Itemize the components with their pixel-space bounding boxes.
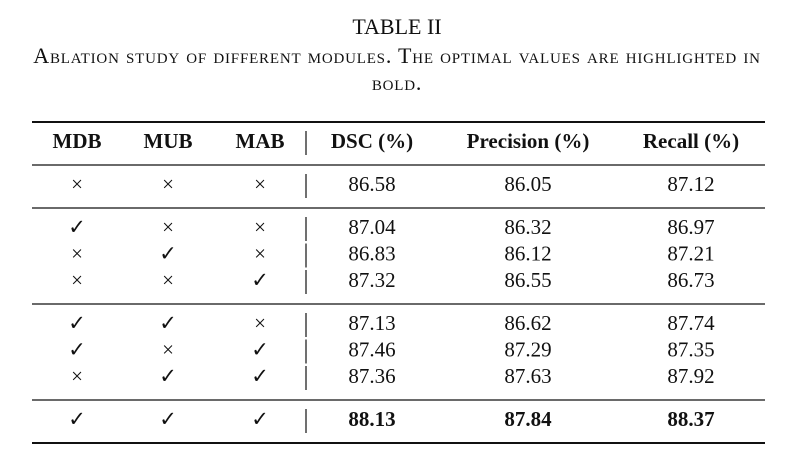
cell: 86.83 <box>348 241 395 265</box>
cell: × <box>162 337 174 361</box>
cell: ✓ <box>251 364 269 388</box>
cell: 86.32 <box>504 215 551 239</box>
cell: 87.29 <box>504 337 551 361</box>
header-cell: MDB <box>53 129 102 153</box>
cell: 87.12 <box>667 172 714 196</box>
cell: ✓ <box>251 337 269 361</box>
cell: × <box>71 364 83 388</box>
cell: 87.21 <box>667 241 714 265</box>
cell: 87.74 <box>667 311 715 335</box>
cell: 88.13 <box>348 407 395 431</box>
cell: × <box>71 241 83 265</box>
cell: ✓ <box>159 241 177 265</box>
cell: ✓ <box>159 407 177 431</box>
cell: 87.92 <box>667 364 714 388</box>
header-cell: Precision (%) <box>467 129 590 153</box>
cell: 87.46 <box>348 337 395 361</box>
cell: 87.63 <box>504 364 551 388</box>
cell: 87.04 <box>348 215 396 239</box>
cell: ✓ <box>159 311 177 335</box>
header-cell: MAB <box>236 129 285 153</box>
cell: 86.12 <box>504 241 551 265</box>
cell: × <box>162 172 174 196</box>
cell: × <box>162 268 174 292</box>
cell: 88.37 <box>667 407 714 431</box>
cell: ✓ <box>68 311 86 335</box>
cell: ✓ <box>251 407 269 431</box>
cell: × <box>254 215 266 239</box>
cell: ✓ <box>68 215 86 239</box>
cell: 87.13 <box>348 311 395 335</box>
cell: 87.35 <box>667 337 714 361</box>
cell: × <box>71 172 83 196</box>
table-title: TABLE II <box>352 14 442 39</box>
table-caption: Ablation study of different modules. The… <box>33 43 761 95</box>
cell: 86.58 <box>348 172 395 196</box>
cell: 87.84 <box>504 407 552 431</box>
cell: × <box>254 172 266 196</box>
cell: × <box>254 311 266 335</box>
cell: 87.36 <box>348 364 395 388</box>
cell: × <box>71 268 83 292</box>
cell: ✓ <box>68 337 86 361</box>
cell: × <box>254 241 266 265</box>
cell: 86.55 <box>504 268 551 292</box>
cell: 86.73 <box>667 268 714 292</box>
cell: 86.62 <box>504 311 551 335</box>
cell: ✓ <box>68 407 86 431</box>
header-cell: Recall (%) <box>643 129 739 153</box>
cell: ✓ <box>251 268 269 292</box>
cell: 86.05 <box>504 172 551 196</box>
header-cell: DSC (%) <box>331 129 413 153</box>
cell: × <box>162 215 174 239</box>
cell: 86.97 <box>667 215 714 239</box>
header-cell: MUB <box>144 129 193 153</box>
cell: ✓ <box>159 364 177 388</box>
cell: 87.32 <box>348 268 395 292</box>
